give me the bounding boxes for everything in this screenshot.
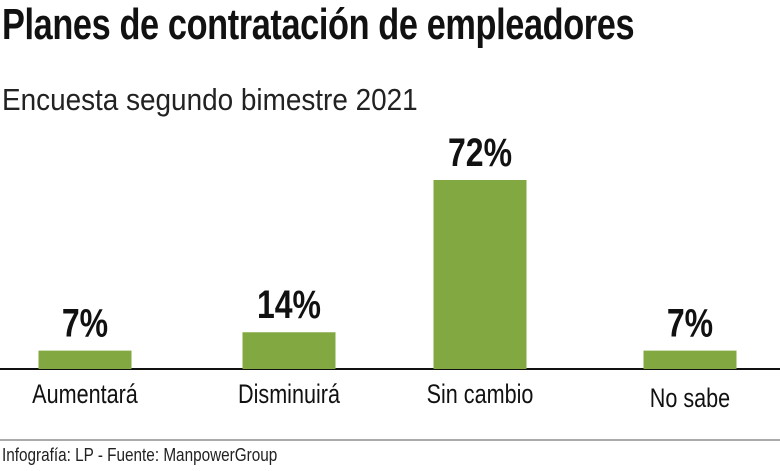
chart-subtitle: Encuesta segundo bimestre 2021: [2, 82, 418, 117]
bar-2: [433, 180, 527, 369]
value-label: 7%: [667, 300, 713, 345]
value-label: 72%: [448, 130, 512, 175]
category-label: No sabe: [650, 384, 730, 414]
bar-3: [643, 350, 737, 369]
bar-1: [242, 332, 336, 369]
category-label: Aumentará: [32, 380, 138, 410]
chart-title: Planes de contratación de empleadores: [2, 0, 635, 49]
category-label: Sin cambio: [427, 380, 534, 410]
value-label: 14%: [257, 282, 321, 327]
value-label: 7%: [62, 300, 108, 345]
source-credit: Infografía: LP - Fuente: ManpowerGroup: [2, 445, 278, 465]
category-label: Disminuirá: [238, 380, 340, 410]
bar-0: [38, 350, 132, 369]
